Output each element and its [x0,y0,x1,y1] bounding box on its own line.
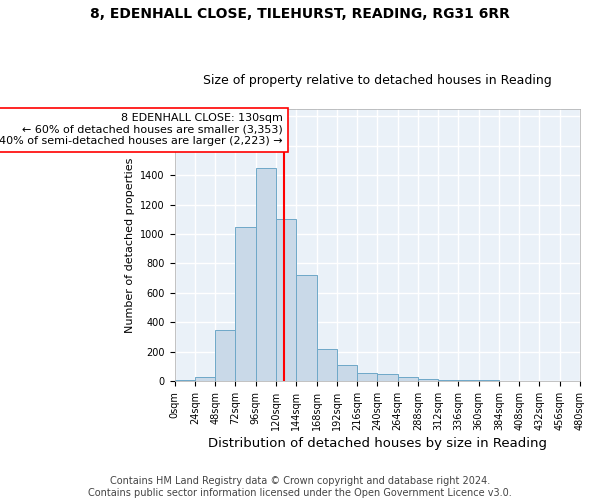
Bar [276,220,296,381]
Bar [317,350,337,381]
Bar [458,380,479,381]
Text: Contains HM Land Registry data © Crown copyright and database right 2024.
Contai: Contains HM Land Registry data © Crown c… [88,476,512,498]
Text: 8, EDENHALL CLOSE, TILEHURST, READING, RG31 6RR: 8, EDENHALL CLOSE, TILEHURST, READING, R… [90,8,510,22]
Bar [256,168,276,381]
Bar [175,380,195,381]
Text: 8 EDENHALL CLOSE: 130sqm
← 60% of detached houses are smaller (3,353)
40% of sem: 8 EDENHALL CLOSE: 130sqm ← 60% of detach… [0,113,283,146]
Bar [357,373,377,381]
Bar [479,380,499,381]
Y-axis label: Number of detached properties: Number of detached properties [125,158,135,332]
Bar [215,330,235,381]
Bar [377,374,398,381]
Bar [398,378,418,381]
Bar [438,380,458,381]
Bar [337,365,357,381]
X-axis label: Distribution of detached houses by size in Reading: Distribution of detached houses by size … [208,437,547,450]
Bar [235,226,256,381]
Bar [418,379,438,381]
Bar [296,275,317,381]
Bar [195,376,215,381]
Title: Size of property relative to detached houses in Reading: Size of property relative to detached ho… [203,74,551,87]
